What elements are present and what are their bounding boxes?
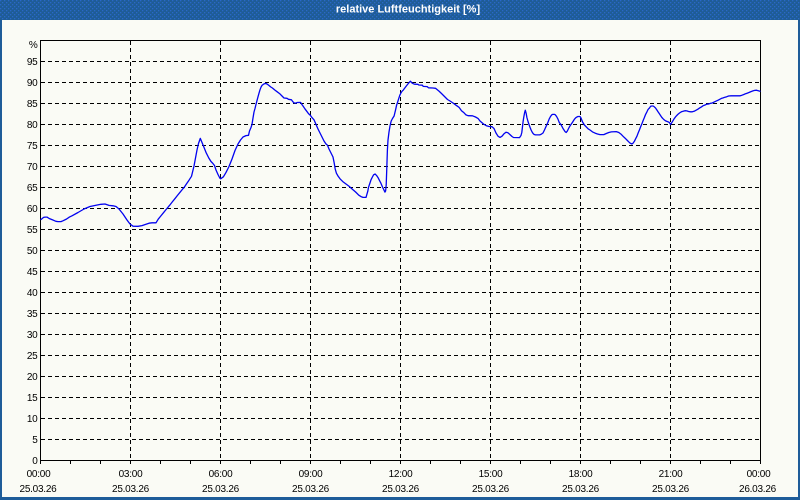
svg-text:95: 95 [27,57,38,68]
svg-text:03:00: 03:00 [119,469,143,480]
svg-text:15: 15 [27,393,38,404]
svg-text:15:00: 15:00 [479,469,503,480]
svg-text:85: 85 [27,99,38,110]
svg-text:25.03.26: 25.03.26 [562,484,600,495]
svg-text:55: 55 [27,225,38,236]
svg-text:65: 65 [27,183,38,194]
svg-text:25.03.26: 25.03.26 [20,484,58,495]
svg-text:40: 40 [27,288,38,299]
svg-text:25.03.26: 25.03.26 [292,484,330,495]
svg-text:75: 75 [27,141,38,152]
svg-text:00:00: 00:00 [747,469,771,480]
svg-text:90: 90 [27,78,38,89]
svg-text:25.03.26: 25.03.26 [472,484,510,495]
svg-text:25.03.26: 25.03.26 [112,484,150,495]
svg-text:20: 20 [27,372,38,383]
svg-text:26.03.26: 26.03.26 [739,484,777,495]
svg-text:70: 70 [27,162,38,173]
svg-text:30: 30 [27,330,38,341]
svg-text:10: 10 [27,414,38,425]
svg-text:0: 0 [32,456,38,467]
svg-text:12:00: 12:00 [389,469,413,480]
svg-text:25: 25 [27,351,38,362]
svg-text:25.03.26: 25.03.26 [202,484,240,495]
svg-text:80: 80 [27,120,38,131]
svg-text:09:00: 09:00 [299,469,323,480]
svg-text:relative Luftfeuchtigkeit [%]: relative Luftfeuchtigkeit [%] [336,4,481,16]
svg-text:06:00: 06:00 [209,469,233,480]
svg-text:5: 5 [32,435,38,446]
svg-text:25.03.26: 25.03.26 [652,484,690,495]
svg-text:%: % [29,40,38,51]
svg-text:25.03.26: 25.03.26 [382,484,420,495]
svg-text:00:00: 00:00 [27,469,51,480]
svg-text:45: 45 [27,267,38,278]
svg-text:18:00: 18:00 [569,469,593,480]
svg-text:50: 50 [27,246,38,257]
svg-text:35: 35 [27,309,38,320]
svg-text:60: 60 [27,204,38,215]
svg-text:21:00: 21:00 [659,469,683,480]
